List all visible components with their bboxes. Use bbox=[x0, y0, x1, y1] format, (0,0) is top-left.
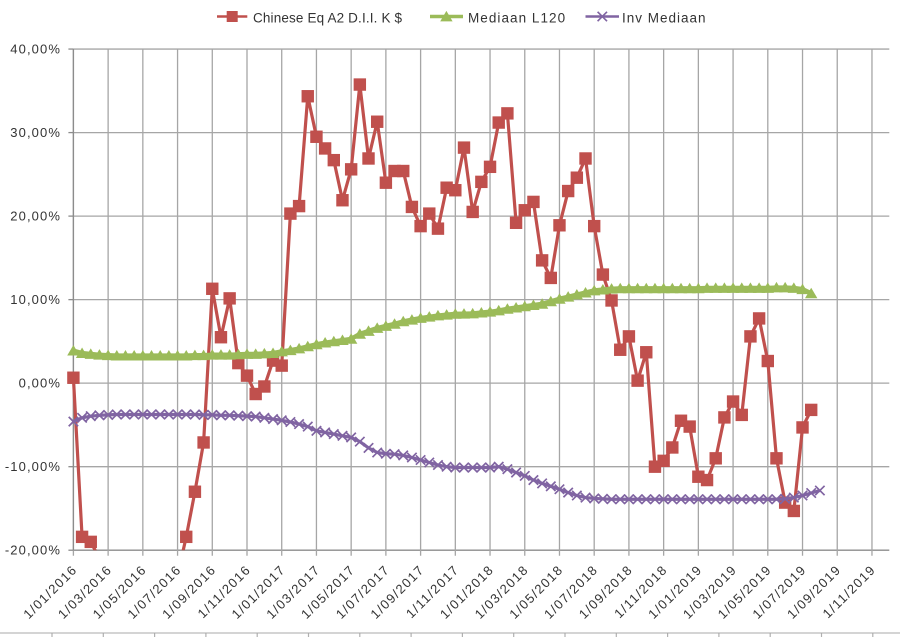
svg-text:30,00%: 30,00% bbox=[10, 125, 61, 140]
svg-text:Mediaan L120: Mediaan L120 bbox=[468, 11, 566, 26]
svg-text:20,00%: 20,00% bbox=[10, 209, 61, 224]
svg-text:10,00%: 10,00% bbox=[10, 292, 61, 307]
svg-text:Inv Mediaan: Inv Mediaan bbox=[622, 11, 707, 26]
svg-text:0,00%: 0,00% bbox=[19, 376, 61, 391]
svg-text:40,00%: 40,00% bbox=[10, 42, 61, 57]
svg-text:-10,00%: -10,00% bbox=[5, 459, 61, 474]
svg-text:-20,00%: -20,00% bbox=[5, 543, 61, 558]
svg-text:Chinese Eq A2 D.I.I. K $: Chinese Eq A2 D.I.I. K $ bbox=[253, 11, 403, 26]
